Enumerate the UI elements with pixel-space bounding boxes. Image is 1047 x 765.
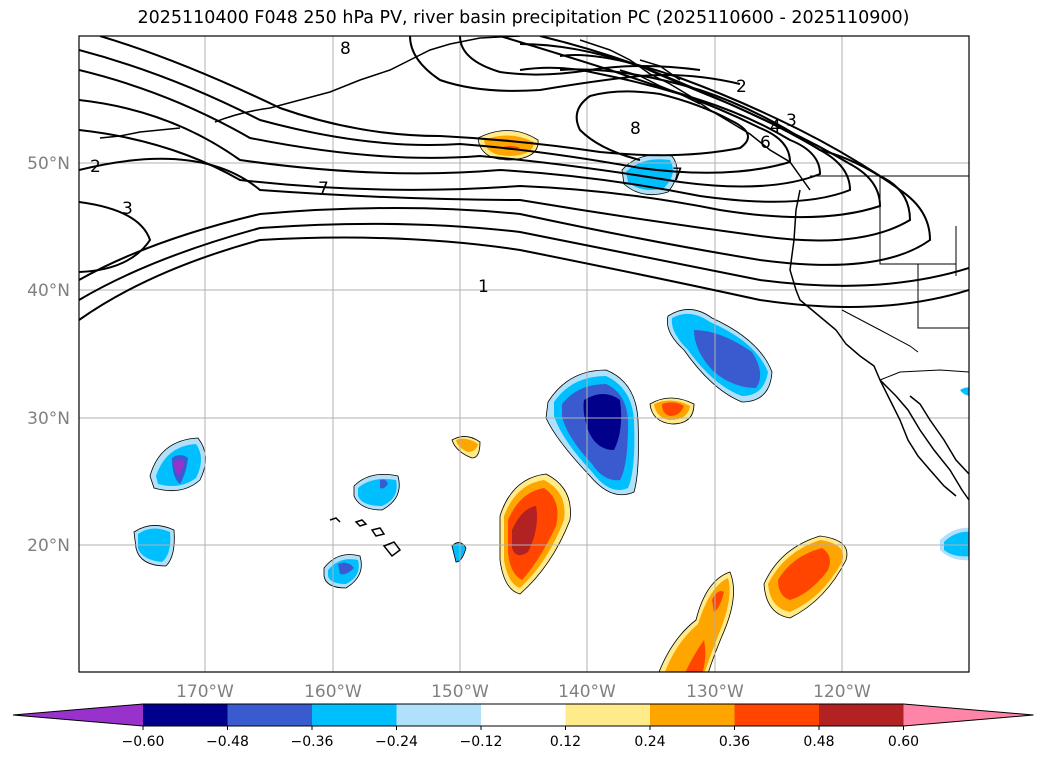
colorbar-segment (312, 704, 397, 726)
longitude-labels: 170°W 160°W 150°W 140°W 130°W 120°W (176, 682, 871, 702)
lat-label: 40°N (27, 281, 70, 301)
negative-anomaly (452, 542, 466, 562)
contour-label: 7 (318, 179, 329, 199)
negative-anomaly (944, 531, 969, 557)
lat-label: 20°N (27, 536, 70, 556)
lon-label: 130°W (686, 682, 744, 702)
colorbar-segment (819, 704, 904, 726)
colorbar: −0.60 −0.48 −0.36 −0.24 −0.12 0.12 0.24 0.36 0.4… (12, 703, 1034, 750)
positive-anomaly (456, 438, 478, 452)
colorbar-tick-label: 0.60 (888, 734, 919, 750)
contour-label: 3 (122, 199, 133, 219)
contour-label: 8 (630, 119, 641, 139)
pv-contours (79, 36, 969, 321)
colorbar-segment (227, 704, 313, 726)
negative-anomaly (358, 479, 397, 506)
negative-anomaly (174, 460, 184, 476)
negative-anomaly (694, 330, 761, 388)
colorbar-segment (396, 704, 482, 726)
contour-labels: 2 3 7 1 2 3 4 6 7 8 8 (90, 39, 797, 297)
colorbar-tick-label: −0.60 (122, 734, 165, 750)
lon-label: 150°W (431, 682, 489, 702)
colorbar-segment (650, 704, 735, 726)
positive-anomaly (512, 506, 537, 556)
contour-label: 6 (760, 133, 771, 153)
lon-label: 140°W (558, 682, 616, 702)
contour-label: 2 (90, 157, 101, 177)
lat-label: 50°N (27, 154, 70, 174)
colorbar-extend-right (903, 704, 1034, 726)
colorbar-tick-label: 0.12 (550, 734, 581, 750)
contour-label: 1 (478, 277, 489, 297)
colorbar-tick-label: 0.24 (634, 734, 665, 750)
lat-label: 30°N (27, 409, 70, 429)
contour-label: 3 (786, 111, 797, 131)
negative-anomaly (380, 479, 388, 489)
colorbar-tick-label: −0.24 (375, 734, 418, 750)
colorbar-tick-label: −0.12 (460, 734, 503, 750)
colorbar-segment (565, 704, 651, 726)
latitude-labels: 50°N 40°N 30°N 20°N (27, 154, 70, 556)
lon-label: 160°W (304, 682, 362, 702)
contour-label: 2 (736, 77, 747, 97)
colorbar-extend-left (13, 704, 143, 726)
positive-anomaly (778, 548, 830, 600)
lon-label: 120°W (813, 682, 871, 702)
contour-label: 7 (672, 165, 683, 185)
map-title: 2025110400 F048 250 hPa PV, river basin … (137, 8, 910, 28)
colorbar-tick-label: −0.36 (291, 734, 334, 750)
negative-anomaly (960, 387, 969, 396)
colorbar-tick-label: 0.36 (719, 734, 750, 750)
map-frame (78, 35, 970, 673)
contour-label: 8 (340, 39, 351, 59)
colorbar-segment (481, 704, 566, 726)
contour-label: 4 (770, 117, 781, 137)
colorbar-segment (143, 704, 228, 726)
colorbar-tick-label: −0.48 (206, 734, 249, 750)
negative-anomaly (583, 394, 622, 450)
graticule (79, 36, 969, 672)
positive-anomaly (662, 402, 684, 416)
negative-anomaly (338, 562, 354, 575)
colorbar-segment (734, 704, 820, 726)
colorbar-tick-label: 0.48 (803, 734, 834, 750)
lon-label: 170°W (176, 682, 234, 702)
positive-anomaly (685, 640, 706, 672)
